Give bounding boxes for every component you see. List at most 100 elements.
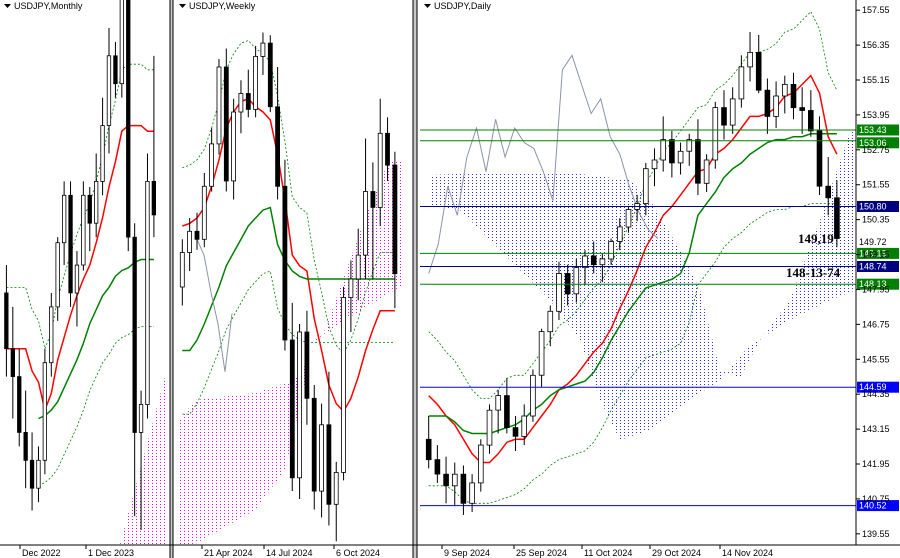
panel3-dropdown-icon[interactable] [424, 4, 431, 8]
panel3-candle[interactable] [773, 81, 779, 128]
panel2-candle[interactable] [209, 127, 215, 192]
panel3-candle[interactable] [695, 119, 701, 195]
panel2-candle[interactable] [348, 260, 354, 332]
panel3-candle[interactable] [790, 72, 797, 120]
panel3-candle[interactable] [434, 445, 441, 483]
panel3-candle[interactable] [721, 90, 727, 140]
panel1-candle[interactable] [55, 237, 60, 321]
panel2-candle[interactable] [377, 98, 383, 226]
panel3-candle[interactable] [799, 87, 805, 134]
panel1-candle[interactable] [36, 446, 41, 503]
panel3-candle[interactable] [556, 261, 562, 320]
panel2-candle[interactable] [238, 80, 244, 134]
panel1-candle[interactable] [126, 0, 131, 252]
panel1-dropdown-icon[interactable] [4, 4, 11, 8]
panel3-candle[interactable] [686, 133, 693, 166]
panel2-candle[interactable] [289, 302, 295, 491]
panel3-candle[interactable] [625, 206, 632, 233]
panel3-candle[interactable] [538, 328, 545, 387]
panel1-candle[interactable] [106, 27, 112, 154]
panel2-candle[interactable] [392, 151, 398, 309]
panel3-candle[interactable] [677, 142, 684, 175]
panel3-candle[interactable] [660, 116, 666, 172]
panel3-candle[interactable] [782, 75, 788, 114]
panel1-candle[interactable] [17, 348, 22, 447]
panel3-candle[interactable] [582, 250, 588, 286]
panel2-candle[interactable] [253, 45, 259, 118]
panel2-candle[interactable] [363, 138, 368, 279]
panel2-candle[interactable] [341, 286, 347, 481]
panel3-candle[interactable] [608, 238, 614, 265]
panel2-candle[interactable] [245, 69, 251, 118]
panel2-candle[interactable] [231, 98, 237, 200]
panel1-candle[interactable] [62, 181, 67, 266]
panel3-candle[interactable] [495, 389, 501, 434]
panel2-candle[interactable] [297, 324, 303, 499]
panel1-candle[interactable] [113, 41, 118, 98]
panel1-candle[interactable] [10, 306, 16, 419]
panel1-candle[interactable] [145, 153, 150, 419]
panel2-candle[interactable] [260, 32, 266, 75]
panel2-candle[interactable] [326, 371, 332, 526]
panel1-candle[interactable] [119, 0, 124, 98]
panel2-candle[interactable] [187, 218, 193, 272]
panel1-candle[interactable] [132, 223, 137, 517]
panel3-candle[interactable] [477, 439, 484, 492]
panel3-candle[interactable] [521, 404, 527, 446]
panel2-candle[interactable] [370, 162, 376, 279]
panel1-candle[interactable] [100, 97, 105, 196]
panel3-candle[interactable] [808, 90, 814, 137]
panel1-candle[interactable] [138, 390, 144, 531]
panel1-candle[interactable] [151, 55, 157, 238]
panel1-candle[interactable] [29, 432, 35, 511]
panel3-candle[interactable] [617, 218, 623, 251]
panel2-candle[interactable] [311, 385, 317, 510]
panel3-candle[interactable] [451, 462, 458, 507]
panel3-candle[interactable] [703, 154, 710, 192]
panel1-candle[interactable] [81, 181, 86, 271]
panel3-candle[interactable] [651, 148, 658, 187]
panel2-candle[interactable] [282, 159, 288, 351]
panel-separator[interactable] [413, 0, 417, 558]
panel2-candle[interactable] [194, 212, 200, 250]
panel3-candle[interactable] [764, 78, 771, 134]
panel3-candle[interactable] [825, 157, 831, 216]
panel3-candle[interactable] [755, 34, 762, 94]
panel3-candle[interactable] [816, 116, 823, 195]
panel3-candle[interactable] [512, 416, 519, 451]
panel3-candle[interactable] [834, 180, 840, 248]
panel3-candle[interactable] [530, 369, 536, 422]
panel2-candle[interactable] [355, 228, 361, 301]
panel2-candle[interactable] [201, 173, 207, 248]
panel3-candle[interactable] [564, 264, 571, 306]
panel3-candle[interactable] [599, 253, 606, 283]
panel3-candle[interactable] [729, 87, 736, 134]
panel3-candle[interactable] [486, 404, 493, 454]
panel2-candle[interactable] [333, 461, 339, 542]
panel2-candle[interactable] [223, 48, 229, 192]
panel3-candle[interactable] [590, 241, 597, 274]
panel3-candle[interactable] [443, 456, 449, 504]
panel3-candle[interactable] [712, 101, 719, 169]
panel1-candle[interactable] [42, 348, 47, 475]
panel3-candle[interactable] [738, 55, 745, 108]
panel3-candle[interactable] [669, 130, 675, 178]
panel2-candle[interactable] [385, 117, 390, 181]
panel1-candle[interactable] [23, 390, 28, 489]
panel2-candle[interactable] [275, 67, 281, 200]
panel2-candle[interactable] [319, 403, 325, 518]
panel3-candle[interactable] [547, 305, 554, 347]
panel1-candle[interactable] [68, 181, 73, 307]
panel2-dropdown-icon[interactable] [179, 4, 186, 8]
panel1-candle[interactable] [87, 186, 92, 252]
panel3-candle[interactable] [425, 416, 432, 469]
panel3-candle[interactable] [747, 32, 753, 82]
panel1-candle[interactable] [94, 153, 99, 238]
panel2-candle[interactable] [216, 59, 222, 155]
panel2-candle[interactable] [267, 35, 273, 113]
panel2-candle[interactable] [179, 239, 185, 306]
panel1-candle[interactable] [74, 251, 80, 327]
panel-separator[interactable] [170, 0, 173, 558]
panel2-candle[interactable] [304, 310, 310, 425]
